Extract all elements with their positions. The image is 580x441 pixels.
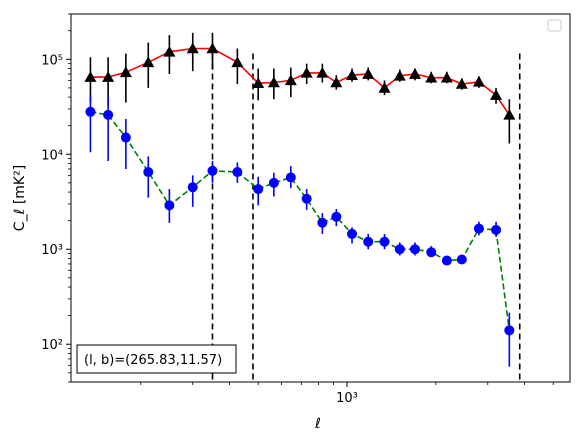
series-2-point <box>187 182 198 193</box>
legend-box <box>547 19 562 32</box>
series-2-point <box>409 244 420 255</box>
annotation-text: (l, b)=(265.83,11.57) <box>84 353 222 368</box>
series-2-point <box>394 244 405 255</box>
series-2-point <box>504 325 515 336</box>
series-2-point <box>85 106 96 117</box>
series-1-point <box>316 66 329 78</box>
annotation-box: (l, b)=(265.83,11.57) <box>76 344 237 374</box>
y-tick-label: 10² <box>41 338 63 353</box>
series-1-point <box>472 75 485 87</box>
series-2-point <box>363 236 374 247</box>
series-2-point <box>285 172 296 183</box>
series-1-point <box>186 42 199 54</box>
series-2-point <box>164 200 175 211</box>
series-1-point <box>252 77 265 89</box>
series-1-point <box>490 89 503 100</box>
series-1-point <box>102 71 115 82</box>
series-2-point <box>207 165 218 176</box>
y-tick-label: 10⁵ <box>41 53 63 68</box>
series-2-point <box>143 167 154 178</box>
series-2-point <box>456 254 467 265</box>
series-2-point <box>253 184 264 195</box>
plot-area <box>84 32 521 382</box>
series-1-point <box>163 45 176 57</box>
series-1-point <box>84 71 97 82</box>
series-1-point <box>231 56 244 68</box>
series-2-point <box>473 223 484 234</box>
series-2-point <box>120 132 131 143</box>
y-tick-label: 10³ <box>41 243 63 258</box>
series-1-point <box>300 66 313 78</box>
series-2-point <box>232 167 243 178</box>
series-1-point <box>284 74 297 86</box>
series-2-point <box>331 211 342 222</box>
series-2-point <box>426 247 437 258</box>
y-tick-label: 10⁴ <box>41 148 63 163</box>
series-2-point <box>301 193 312 204</box>
series-2-point <box>379 236 390 247</box>
series-1-point <box>503 108 516 120</box>
series-1-point <box>362 68 375 79</box>
axes-frame <box>70 13 571 383</box>
series-1-point <box>393 69 406 81</box>
series-2-point <box>268 177 279 188</box>
series-1-point <box>267 76 280 88</box>
series-1-point <box>119 66 132 78</box>
series-1-point <box>455 77 468 89</box>
series-1-point <box>346 69 359 81</box>
series-1-point <box>142 56 155 68</box>
series-1-point <box>425 71 438 83</box>
series-1-point <box>378 81 391 93</box>
x-axis-label: ℓ <box>314 416 321 432</box>
x-tick-label: 10³ <box>336 391 358 406</box>
series-1-point <box>206 42 219 54</box>
series-2-point <box>103 109 114 120</box>
y-axis-label: C_ℓ [mK²] <box>12 165 28 231</box>
series-1-point <box>330 76 343 88</box>
series-2-point <box>441 255 452 266</box>
series-2-point <box>491 224 502 235</box>
series-2-point <box>347 228 358 239</box>
series-1-point <box>408 68 421 79</box>
series-1-point <box>440 71 453 83</box>
series-2-point <box>317 217 328 228</box>
